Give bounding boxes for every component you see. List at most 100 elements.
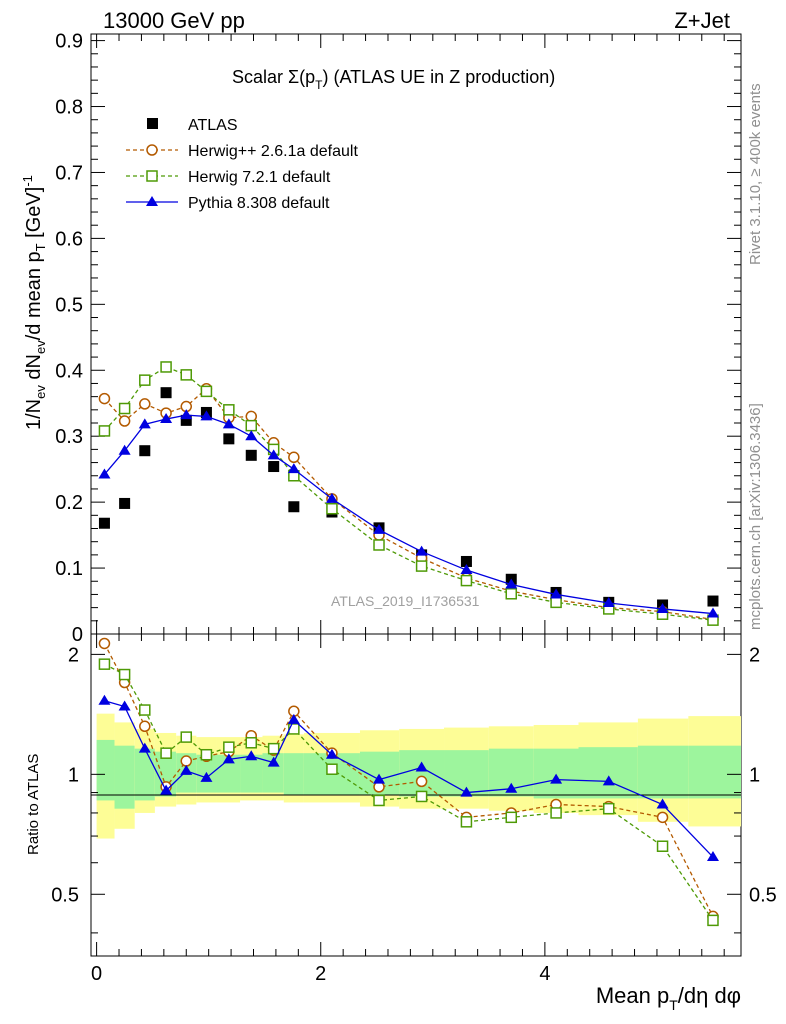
ratio-point-herwig7 <box>98 658 111 670</box>
ratio-point-herwigpp <box>180 755 193 767</box>
ratio-point-herwig7 <box>267 742 280 755</box>
ratio-point-herwig7 <box>460 816 473 828</box>
ratio-point-herwigpp <box>139 720 151 733</box>
x-axis-label: Mean pT/dη dφ <box>596 983 741 1013</box>
header-right: Z+Jet <box>674 8 730 33</box>
band-inner <box>688 745 741 799</box>
ylabel-e: /d mean p <box>23 251 45 340</box>
ratio-point-pythia <box>200 771 213 782</box>
ylabel-a: 1/N <box>23 399 45 430</box>
point-atlas <box>288 501 300 513</box>
ratio-y-tick-label-right: 2 <box>749 644 760 666</box>
point-pythia <box>602 597 615 608</box>
ratio-point-pythia <box>160 784 173 795</box>
point-herwig7 <box>180 369 193 381</box>
point-pythia <box>245 430 258 441</box>
point-pythia <box>415 545 428 556</box>
point-atlas <box>180 414 192 426</box>
point-herwig7 <box>98 425 111 437</box>
band-inner <box>134 748 155 801</box>
band-inner <box>114 745 135 809</box>
line-herwig7 <box>103 366 714 621</box>
point-atlas <box>160 387 172 399</box>
title-sub: T <box>315 78 323 92</box>
ratio-point-pythia <box>245 750 258 761</box>
point-herwigpp <box>118 415 131 427</box>
legend-label-herwigpp: Herwig++ 2.6.1a default <box>188 143 358 160</box>
point-pythia <box>550 588 563 599</box>
point-pythia <box>287 463 300 474</box>
y-tick-label: 0.8 <box>55 97 83 119</box>
ratio-point-herwig7 <box>373 794 385 807</box>
point-atlas <box>245 449 257 461</box>
ratio-point-pythia <box>325 748 338 759</box>
point-atlas <box>119 497 131 509</box>
y-tick-label: 0.3 <box>55 426 83 448</box>
point-herwig7 <box>223 404 235 416</box>
band-inner <box>637 745 689 799</box>
legend-label-herwig7: Herwig 7.2.1 default <box>188 169 331 186</box>
point-pythia <box>98 468 111 479</box>
ratio-point-pythia <box>415 761 428 772</box>
y-tick-label: 0.2 <box>55 492 83 514</box>
title-tail: ) (ATLAS UE in Z production) <box>323 67 556 87</box>
ratio-point-pythia <box>267 756 280 767</box>
xlabel-c: /dη dφ <box>678 983 741 1008</box>
ratio-point-herwig7 <box>118 668 131 681</box>
point-herwig7 <box>139 374 151 386</box>
point-pythia <box>706 607 719 618</box>
point-pythia <box>138 418 151 429</box>
ratio-point-pythia <box>656 798 669 809</box>
title-main: Scalar Σ(p <box>232 67 315 87</box>
line-herwigpp <box>103 387 714 621</box>
axis-ticks: 00.10.20.30.40.50.60.70.80.90 2 40.5 0.51 12… <box>51 31 777 985</box>
ylabel-c: dN <box>23 354 45 385</box>
ylabel-d: ev <box>33 340 48 354</box>
ratio-point-herwig7 <box>326 763 338 775</box>
ratio-point-herwigpp <box>656 811 669 824</box>
point-herwig7 <box>200 385 213 398</box>
point-herwigpp <box>98 392 111 405</box>
rivet-label: Rivet 3.1.10, ≥ 400k events <box>747 83 764 265</box>
point-atlas <box>707 595 719 607</box>
ratio-point-pythia <box>373 773 386 784</box>
legend-marker-herwig7 <box>146 170 158 182</box>
point-pythia <box>325 492 338 503</box>
point-herwig7 <box>373 539 385 551</box>
ylabel-b: ev <box>33 385 48 399</box>
point-pythia <box>373 523 386 534</box>
point-pythia <box>222 418 235 429</box>
point-atlas <box>139 445 151 457</box>
ratio-point-pythia <box>118 700 131 711</box>
ratio-point-herwig7 <box>603 802 615 815</box>
point-pythia <box>505 578 518 589</box>
legend-marker-herwigpp <box>146 144 158 156</box>
ratio-y-axis-label: Ratio to ATLAS <box>25 754 42 855</box>
y-tick-label: 0.6 <box>55 228 83 250</box>
point-herwig7 <box>118 402 131 415</box>
point-herwigpp <box>139 398 151 410</box>
point-pythia <box>118 444 131 455</box>
ylabel-f: T <box>33 243 48 251</box>
analysis-watermark: ATLAS_2019_I1736531 <box>331 593 480 609</box>
chart-title: Scalar Σ(pT) (ATLAS UE in Z production) <box>232 67 555 92</box>
point-herwig7 <box>326 502 338 515</box>
x-tick-label: 2 <box>315 963 326 985</box>
ratio-point-herwig7 <box>223 741 235 753</box>
x-tick-label: 0 <box>91 963 102 985</box>
ratio-y-tick-label: 2 <box>68 644 79 666</box>
y-tick-label: 0.5 <box>55 294 83 316</box>
legend: ATLAS Herwig++ 2.6.1a default Herwig 7.2… <box>126 117 358 212</box>
point-atlas <box>98 517 110 529</box>
ratio-point-herwig7 <box>550 807 562 819</box>
band-inner <box>262 753 284 793</box>
ratio-point-herwigpp <box>415 775 428 788</box>
y-tick-label: 0.7 <box>55 162 83 184</box>
ratio-point-herwig7 <box>180 731 193 743</box>
ratio-y-tick-label: 0.5 <box>51 884 79 906</box>
point-pythia <box>180 409 193 420</box>
ratio-y-tick-label-right: 0.5 <box>749 884 777 906</box>
ratio-point-pythia <box>180 764 193 775</box>
band-inner <box>533 748 579 799</box>
point-herwigpp <box>288 451 300 464</box>
